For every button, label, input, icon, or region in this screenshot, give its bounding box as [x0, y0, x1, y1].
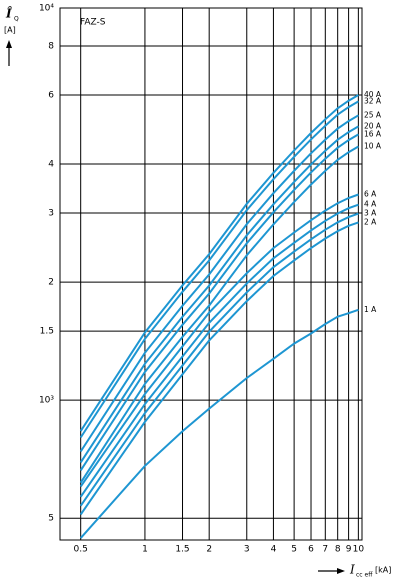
- x-tick-label: 1.5: [175, 545, 189, 555]
- curve: [79, 308, 359, 539]
- y-tick-label: 8: [48, 42, 54, 52]
- curve: [79, 100, 359, 439]
- y-tick-label: 4: [48, 160, 54, 170]
- legend-label: 4 A: [364, 200, 377, 209]
- curve: [79, 203, 359, 498]
- x-tick-label: 9: [346, 545, 352, 555]
- curve: [79, 212, 359, 507]
- x-label: I: [349, 563, 355, 577]
- x-label-sub: cc eff: [356, 572, 373, 579]
- y-tick-label: 5: [48, 514, 54, 524]
- y-label-sub: Q: [14, 16, 19, 23]
- x-tick-label: 2: [206, 545, 212, 555]
- legend-label: 6 A: [364, 190, 377, 199]
- legend-label: 16 A: [364, 129, 382, 138]
- legend-label: 3 A: [364, 209, 377, 218]
- chart-title: FAZ-S: [80, 18, 106, 28]
- y-tick-label: 6: [48, 91, 54, 101]
- curve: [79, 145, 359, 484]
- x-tick-label: 10: [353, 545, 365, 555]
- legend-label: 1 A: [364, 305, 377, 314]
- plot-frame: [59, 7, 363, 541]
- x-tick-label: 7: [322, 545, 328, 555]
- legend-label: 20 A: [364, 121, 382, 130]
- x-arrowhead: [337, 568, 345, 574]
- y-arrowhead: [6, 40, 12, 48]
- x-unit: [kA]: [375, 566, 391, 575]
- curve: [79, 193, 359, 488]
- curve: [79, 133, 359, 471]
- legend-label: 32 A: [364, 96, 382, 105]
- y-tick-label: 10⁴: [39, 4, 54, 14]
- legend-label: 2 A: [364, 217, 377, 226]
- x-tick-label: 5: [291, 545, 297, 555]
- curve: [79, 125, 359, 463]
- x-tick-label: 0.5: [74, 545, 88, 555]
- x-tick-label: 1: [142, 545, 148, 555]
- y-tick-label: 1.5: [40, 327, 54, 337]
- curve: [79, 94, 359, 432]
- y-tick-label: 3: [48, 209, 54, 219]
- y-tick-label: 2: [48, 278, 54, 288]
- curve: [79, 221, 359, 516]
- y-unit: [A]: [4, 26, 16, 35]
- curve: [79, 114, 359, 453]
- x-tick-label: 8: [335, 545, 341, 555]
- x-tick-label: 6: [308, 545, 314, 555]
- x-tick-label: 4: [271, 545, 277, 555]
- legend-label: 10 A: [364, 141, 382, 150]
- y-tick-label: 10³: [39, 396, 54, 406]
- legend-label: 25 A: [364, 110, 382, 119]
- y-label: Î: [5, 6, 12, 21]
- legend-label: 40 A: [364, 90, 382, 99]
- x-tick-label: 3: [244, 545, 250, 555]
